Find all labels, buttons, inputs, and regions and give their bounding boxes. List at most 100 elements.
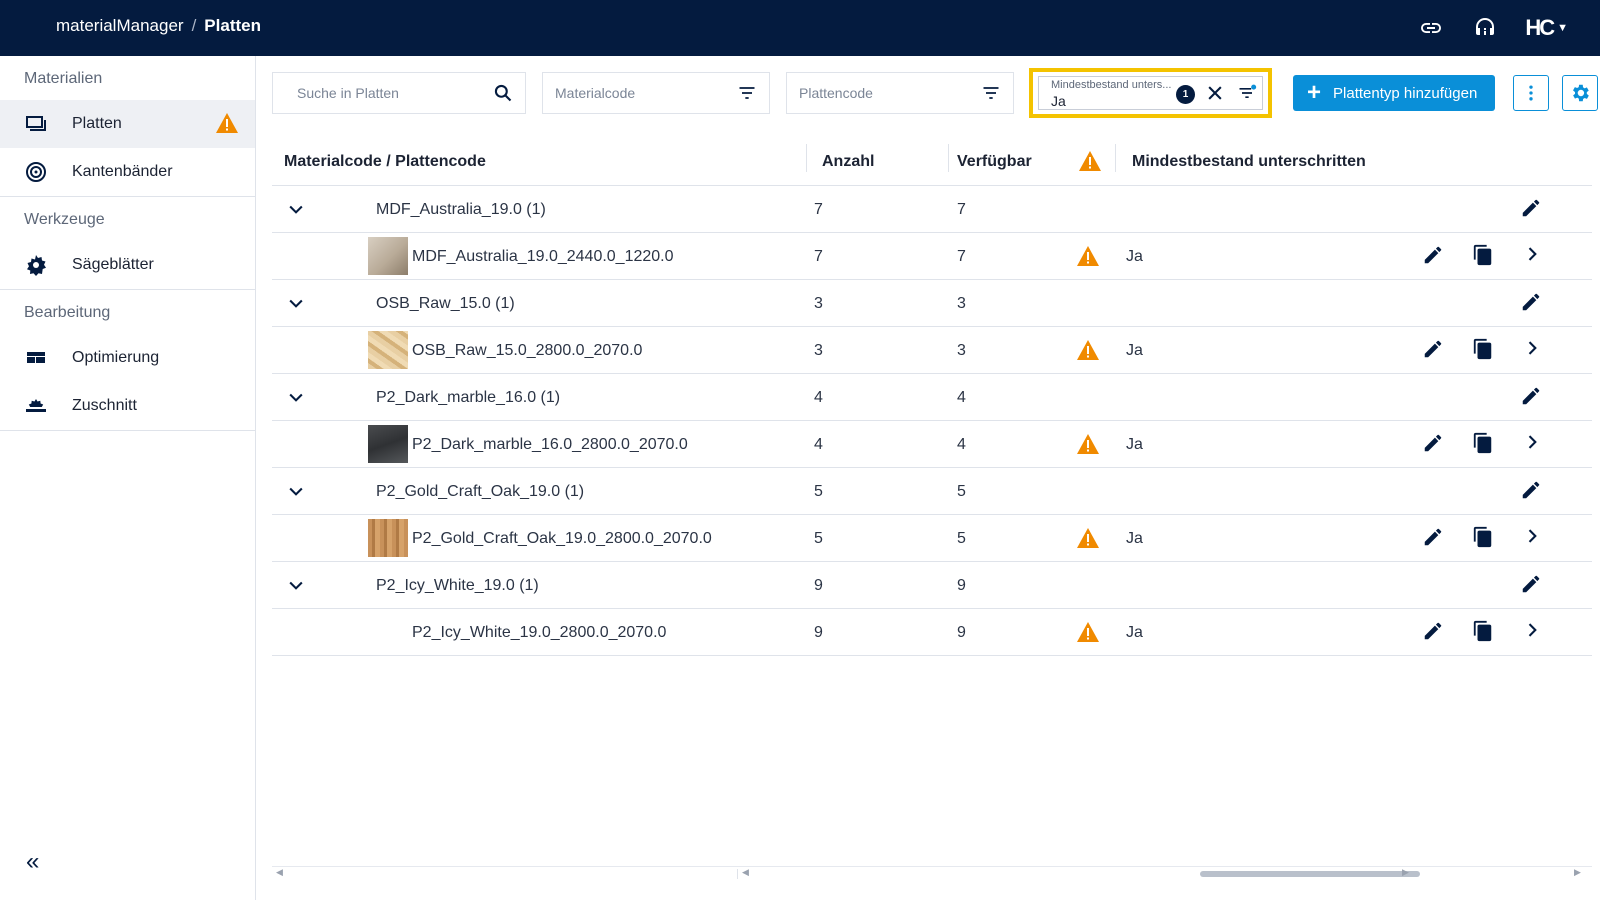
sidebar-section-bearbeitung: Bearbeitung Optimierung Zuschnitt xyxy=(0,290,255,431)
table-group-row[interactable]: P2_Gold_Craft_Oak_19.0 (1) 5 5 xyxy=(272,468,1592,515)
table-child-row[interactable]: OSB_Raw_15.0_2800.0_2070.0 3 3 Ja xyxy=(272,327,1592,374)
search-placeholder: Suche in Platten xyxy=(297,85,399,101)
table-child-row[interactable]: P2_Gold_Craft_Oak_19.0_2800.0_2070.0 5 5 Ja xyxy=(272,515,1592,562)
material-thumbnail xyxy=(368,425,408,463)
add-plattentyp-button[interactable]: + Plattentyp hinzufügen xyxy=(1293,75,1495,111)
child-mindestbestand: Ja xyxy=(1126,248,1143,265)
edit-icon[interactable] xyxy=(1422,620,1444,647)
clear-icon[interactable] xyxy=(1205,83,1225,106)
material-thumbnail xyxy=(368,237,408,275)
sidebar-item-platten[interactable]: Platten xyxy=(0,100,255,148)
link-icon[interactable] xyxy=(1417,14,1445,42)
filter-active-icon[interactable] xyxy=(1236,83,1258,106)
chevron-right-icon[interactable] xyxy=(1522,338,1542,363)
saw-blade-icon xyxy=(24,253,48,277)
copy-icon[interactable] xyxy=(1472,432,1494,459)
group-verfuegbar: 3 xyxy=(957,295,966,312)
gear-icon xyxy=(1573,84,1589,102)
search-input[interactable]: Suche in Platten xyxy=(272,72,526,114)
mindestbestand-field[interactable]: Mindestbestand unters... Ja 1 xyxy=(1038,76,1263,110)
table-group-row[interactable]: P2_Icy_White_19.0 (1) 9 9 xyxy=(272,562,1592,609)
child-verfuegbar: 9 xyxy=(957,624,966,641)
chevron-right-icon[interactable] xyxy=(1522,620,1542,645)
table-group-row[interactable]: OSB_Raw_15.0 (1) 3 3 xyxy=(272,280,1592,327)
child-verfuegbar: 5 xyxy=(957,530,966,547)
child-mindestbestand: Ja xyxy=(1126,624,1143,641)
chevron-down-icon[interactable] xyxy=(286,575,306,600)
sidebar-item-zuschnitt[interactable]: Zuschnitt xyxy=(0,382,255,430)
header-code[interactable]: Materialcode / Plattencode xyxy=(284,153,486,170)
copy-icon[interactable] xyxy=(1472,338,1494,365)
edit-icon[interactable] xyxy=(1520,291,1542,318)
group-verfuegbar: 7 xyxy=(957,201,966,218)
edit-icon[interactable] xyxy=(1520,479,1542,506)
mindestbestand-filter[interactable]: Mindestbestand unters... Ja 1 xyxy=(1029,68,1272,118)
warning-icon xyxy=(215,112,239,139)
scroll-left-icon[interactable]: ◀ xyxy=(276,867,283,877)
edit-icon[interactable] xyxy=(1520,573,1542,600)
child-name: P2_Gold_Craft_Oak_19.0_2800.0_2070.0 xyxy=(412,530,712,547)
filter-icon[interactable] xyxy=(981,83,1001,106)
chevron-down-icon[interactable] xyxy=(286,199,306,224)
chevron-right-icon[interactable] xyxy=(1522,432,1542,457)
sidebar-item-kantenbaender[interactable]: Kantenbänder xyxy=(0,148,255,196)
child-anzahl: 3 xyxy=(814,342,823,359)
warning-icon xyxy=(1076,433,1100,460)
chevron-down-icon[interactable] xyxy=(286,481,306,506)
chevron-right-icon[interactable] xyxy=(1522,244,1542,269)
sidebar-item-optimierung[interactable]: Optimierung xyxy=(0,334,255,382)
more-options-button[interactable] xyxy=(1513,75,1549,111)
header-verfuegbar[interactable]: Verfügbar xyxy=(957,153,1032,170)
header-anzahl[interactable]: Anzahl xyxy=(822,153,875,170)
scroll-right-icon[interactable]: ▶ xyxy=(1402,867,1409,877)
child-name: P2_Icy_White_19.0_2800.0_2070.0 xyxy=(412,624,667,641)
settings-button[interactable] xyxy=(1562,75,1598,111)
collapse-sidebar-button[interactable]: « xyxy=(26,848,40,875)
materialcode-filter[interactable]: Materialcode xyxy=(542,72,770,114)
edit-icon[interactable] xyxy=(1422,338,1444,365)
edit-icon[interactable] xyxy=(1422,244,1444,271)
sidebar-item-label: Zuschnitt xyxy=(72,397,137,414)
sidebar-heading: Werkzeuge xyxy=(24,211,105,228)
edit-icon[interactable] xyxy=(1520,385,1542,412)
child-anzahl: 4 xyxy=(814,436,823,453)
copy-icon[interactable] xyxy=(1472,526,1494,553)
chevron-down-icon[interactable] xyxy=(286,293,306,318)
child-mindestbestand: Ja xyxy=(1126,530,1143,547)
top-bar: materialManager / Platten HC ▼ xyxy=(0,0,1600,56)
sidebar-heading: Bearbeitung xyxy=(24,304,111,321)
child-mindestbestand: Ja xyxy=(1126,342,1143,359)
child-name: OSB_Raw_15.0_2800.0_2070.0 xyxy=(412,342,643,359)
edit-icon[interactable] xyxy=(1520,197,1542,224)
chevron-down-icon: ▼ xyxy=(1557,22,1568,34)
table-group-row[interactable]: P2_Dark_marble_16.0 (1) 4 4 xyxy=(272,374,1592,421)
header-mindestbestand[interactable]: Mindestbestand unterschritten xyxy=(1132,153,1366,170)
more-vertical-icon xyxy=(1529,85,1533,101)
sidebar-item-saegeblaetter[interactable]: Sägeblätter xyxy=(0,241,255,289)
copy-icon[interactable] xyxy=(1472,244,1494,271)
scroll-left-icon[interactable]: ◀ xyxy=(742,867,749,877)
sidebar-heading: Materialien xyxy=(24,70,103,87)
table-child-row[interactable]: MDF_Australia_19.0_2440.0_1220.0 7 7 Ja xyxy=(272,233,1592,280)
search-icon[interactable] xyxy=(493,83,513,106)
chevron-right-icon[interactable] xyxy=(1522,526,1542,551)
scroll-right-icon[interactable]: ▶ xyxy=(1574,867,1581,877)
filter-icon[interactable] xyxy=(737,83,757,106)
edit-icon[interactable] xyxy=(1422,432,1444,459)
plattencode-placeholder: Plattencode xyxy=(799,85,873,101)
chevron-down-icon[interactable] xyxy=(286,387,306,412)
cutting-icon xyxy=(24,394,48,418)
support-headset-icon[interactable] xyxy=(1471,14,1499,42)
edgeband-roll-icon xyxy=(24,160,48,184)
plattencode-filter[interactable]: Plattencode xyxy=(786,72,1014,114)
table-child-row[interactable]: P2_Dark_marble_16.0_2800.0_2070.0 4 4 Ja xyxy=(272,421,1592,468)
group-anzahl: 3 xyxy=(814,295,823,312)
user-menu[interactable]: HC ▼ xyxy=(1525,15,1568,41)
horizontal-scrollbar[interactable]: ◀ ◀ ▶ ▶ xyxy=(272,866,1592,880)
edit-icon[interactable] xyxy=(1422,526,1444,553)
scrollbar-thumb[interactable] xyxy=(1200,871,1420,877)
table-child-row[interactable]: P2_Icy_White_19.0_2800.0_2070.0 9 9 Ja xyxy=(272,609,1592,656)
table-group-row[interactable]: MDF_Australia_19.0 (1) 7 7 xyxy=(272,186,1592,233)
copy-icon[interactable] xyxy=(1472,620,1494,647)
breadcrumb-app[interactable]: materialManager xyxy=(56,16,184,35)
